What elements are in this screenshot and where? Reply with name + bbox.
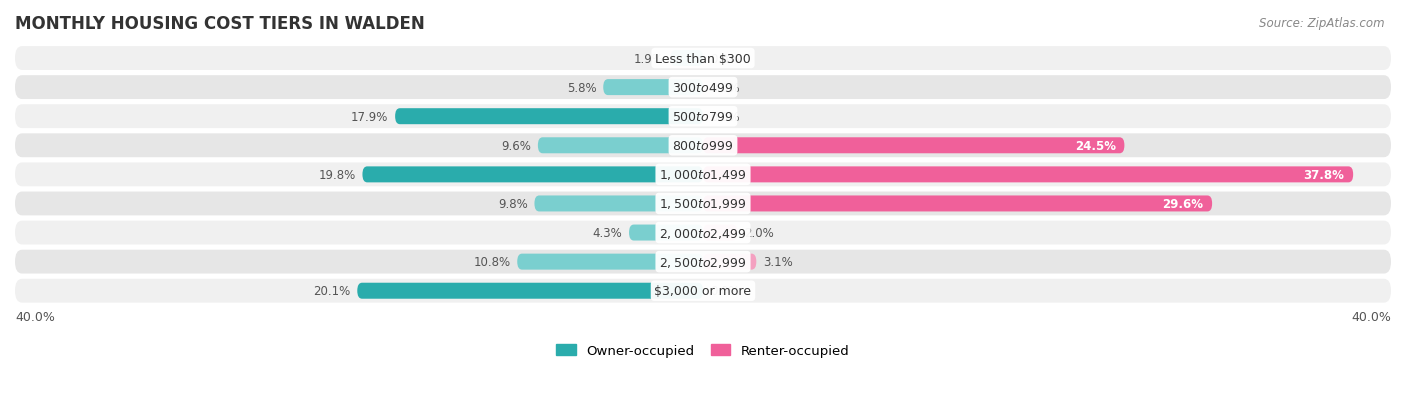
FancyBboxPatch shape [517, 254, 703, 270]
Text: 2.0%: 2.0% [744, 226, 775, 240]
Text: 0.0%: 0.0% [710, 81, 740, 95]
Text: MONTHLY HOUSING COST TIERS IN WALDEN: MONTHLY HOUSING COST TIERS IN WALDEN [15, 15, 425, 33]
FancyBboxPatch shape [15, 279, 1391, 303]
Text: $800 to $999: $800 to $999 [672, 140, 734, 152]
FancyBboxPatch shape [703, 138, 1125, 154]
Text: 29.6%: 29.6% [1163, 197, 1204, 211]
Text: $2,500 to $2,999: $2,500 to $2,999 [659, 255, 747, 269]
FancyBboxPatch shape [15, 134, 1391, 158]
Text: 20.1%: 20.1% [314, 285, 350, 297]
Text: 40.0%: 40.0% [1351, 310, 1391, 323]
FancyBboxPatch shape [15, 192, 1391, 216]
Text: Source: ZipAtlas.com: Source: ZipAtlas.com [1260, 17, 1385, 29]
Text: 5.8%: 5.8% [567, 81, 596, 95]
Text: 9.6%: 9.6% [501, 140, 531, 152]
Text: $500 to $799: $500 to $799 [672, 110, 734, 123]
FancyBboxPatch shape [15, 163, 1391, 187]
Text: $2,000 to $2,499: $2,000 to $2,499 [659, 226, 747, 240]
Text: 0.0%: 0.0% [710, 52, 740, 65]
Text: 1.9%: 1.9% [634, 52, 664, 65]
Text: 0.0%: 0.0% [710, 110, 740, 123]
Legend: Owner-occupied, Renter-occupied: Owner-occupied, Renter-occupied [551, 339, 855, 363]
Text: 9.8%: 9.8% [498, 197, 527, 211]
FancyBboxPatch shape [534, 196, 703, 212]
FancyBboxPatch shape [703, 225, 737, 241]
FancyBboxPatch shape [703, 254, 756, 270]
FancyBboxPatch shape [395, 109, 703, 125]
Text: 0.0%: 0.0% [710, 285, 740, 297]
Text: $1,500 to $1,999: $1,500 to $1,999 [659, 197, 747, 211]
FancyBboxPatch shape [703, 167, 1353, 183]
FancyBboxPatch shape [15, 105, 1391, 129]
Text: 3.1%: 3.1% [763, 256, 793, 268]
FancyBboxPatch shape [603, 80, 703, 96]
FancyBboxPatch shape [15, 76, 1391, 100]
FancyBboxPatch shape [628, 225, 703, 241]
Text: 4.3%: 4.3% [592, 226, 623, 240]
Text: 37.8%: 37.8% [1303, 169, 1344, 181]
Text: $3,000 or more: $3,000 or more [655, 285, 751, 297]
Text: 40.0%: 40.0% [15, 310, 55, 323]
FancyBboxPatch shape [15, 221, 1391, 245]
Text: $1,000 to $1,499: $1,000 to $1,499 [659, 168, 747, 182]
FancyBboxPatch shape [703, 196, 1212, 212]
FancyBboxPatch shape [15, 250, 1391, 274]
Text: $300 to $499: $300 to $499 [672, 81, 734, 95]
Text: 17.9%: 17.9% [352, 110, 388, 123]
Text: 10.8%: 10.8% [474, 256, 510, 268]
Text: 24.5%: 24.5% [1074, 140, 1116, 152]
FancyBboxPatch shape [357, 283, 703, 299]
FancyBboxPatch shape [538, 138, 703, 154]
FancyBboxPatch shape [363, 167, 703, 183]
FancyBboxPatch shape [671, 51, 703, 67]
FancyBboxPatch shape [15, 47, 1391, 71]
Text: 19.8%: 19.8% [318, 169, 356, 181]
Text: Less than $300: Less than $300 [655, 52, 751, 65]
